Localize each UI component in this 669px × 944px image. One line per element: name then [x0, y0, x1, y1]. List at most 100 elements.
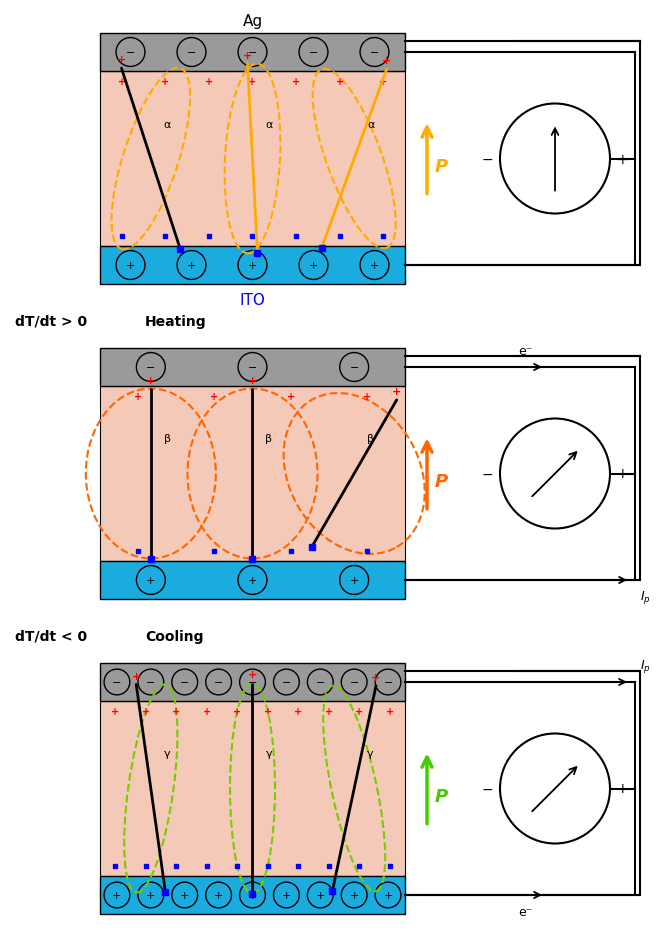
- Circle shape: [238, 251, 267, 280]
- Text: +: +: [146, 890, 155, 900]
- Text: +: +: [233, 706, 242, 716]
- Text: −: −: [180, 677, 189, 687]
- Text: −: −: [214, 677, 223, 687]
- Text: β: β: [164, 434, 171, 444]
- Circle shape: [136, 353, 165, 382]
- Circle shape: [238, 39, 267, 67]
- Circle shape: [307, 669, 333, 695]
- Text: +: +: [205, 76, 213, 87]
- Circle shape: [172, 883, 197, 908]
- Circle shape: [238, 353, 267, 382]
- Bar: [100, 562, 405, 599]
- Circle shape: [172, 669, 197, 695]
- Circle shape: [375, 883, 401, 908]
- Text: +: +: [142, 706, 150, 716]
- Circle shape: [375, 669, 401, 695]
- Text: +: +: [248, 890, 257, 900]
- Circle shape: [116, 39, 145, 67]
- Text: +: +: [617, 152, 629, 166]
- Text: α: α: [266, 119, 273, 129]
- Text: P: P: [435, 159, 448, 177]
- Text: +: +: [248, 576, 257, 585]
- Text: +: +: [172, 706, 181, 716]
- Text: Ag: Ag: [242, 14, 262, 29]
- Circle shape: [299, 39, 328, 67]
- Text: −: −: [482, 467, 493, 481]
- Circle shape: [360, 251, 389, 280]
- Text: γ: γ: [164, 749, 171, 759]
- Bar: [100, 246, 405, 285]
- Text: +: +: [392, 386, 401, 396]
- Text: −: −: [349, 677, 359, 687]
- Text: P: P: [435, 787, 448, 805]
- Text: $I_p$: $I_p$: [640, 588, 651, 605]
- Circle shape: [177, 251, 206, 280]
- Circle shape: [500, 419, 610, 529]
- Text: +: +: [117, 55, 126, 65]
- Text: −: −: [187, 48, 196, 58]
- Text: +: +: [210, 392, 219, 401]
- Circle shape: [240, 883, 266, 908]
- Text: $I_p$: $I_p$: [640, 657, 651, 674]
- Text: +: +: [363, 392, 371, 401]
- Text: −: −: [112, 677, 122, 687]
- Text: +: +: [118, 76, 126, 87]
- Text: +: +: [147, 375, 155, 385]
- Text: −: −: [349, 362, 359, 373]
- Text: +: +: [111, 706, 119, 716]
- Text: ITO: ITO: [240, 293, 266, 308]
- Circle shape: [274, 883, 299, 908]
- Text: −: −: [370, 48, 379, 58]
- Text: +: +: [386, 706, 394, 716]
- Circle shape: [341, 883, 367, 908]
- Circle shape: [274, 669, 299, 695]
- Text: dT/dt > 0: dT/dt > 0: [15, 314, 87, 329]
- Text: +: +: [180, 890, 189, 900]
- Text: +: +: [146, 576, 155, 585]
- Text: +: +: [282, 890, 291, 900]
- Circle shape: [340, 353, 369, 382]
- Bar: [100, 664, 405, 701]
- Text: +: +: [355, 706, 363, 716]
- Circle shape: [138, 669, 164, 695]
- Text: −: −: [248, 677, 257, 687]
- Text: −: −: [482, 782, 493, 796]
- Circle shape: [500, 733, 610, 844]
- Circle shape: [360, 39, 389, 67]
- Circle shape: [340, 566, 369, 595]
- Text: +: +: [248, 670, 257, 680]
- Text: −: −: [282, 677, 291, 687]
- Text: +: +: [248, 261, 257, 271]
- Text: e⁻: e⁻: [518, 905, 532, 918]
- Text: +: +: [336, 76, 344, 87]
- Text: +: +: [248, 375, 257, 385]
- Circle shape: [206, 883, 231, 908]
- Text: +: +: [617, 782, 629, 796]
- Text: +: +: [161, 76, 169, 87]
- Text: +: +: [370, 261, 379, 271]
- Text: −: −: [482, 152, 493, 166]
- Text: −: −: [383, 677, 393, 687]
- Circle shape: [104, 883, 130, 908]
- Text: +: +: [371, 672, 381, 683]
- Text: −: −: [126, 48, 135, 58]
- Text: +: +: [309, 261, 318, 271]
- Circle shape: [206, 669, 231, 695]
- Bar: [100, 34, 405, 72]
- Circle shape: [177, 39, 206, 67]
- Text: dT/dt < 0: dT/dt < 0: [15, 630, 87, 643]
- Text: +: +: [382, 57, 391, 66]
- Circle shape: [307, 883, 333, 908]
- Text: +: +: [214, 890, 223, 900]
- Text: +: +: [349, 576, 359, 585]
- Bar: [100, 387, 405, 562]
- Text: +: +: [112, 890, 122, 900]
- Bar: [100, 876, 405, 914]
- Bar: [100, 72, 405, 246]
- Text: +: +: [243, 51, 252, 60]
- Circle shape: [116, 251, 145, 280]
- Text: Heating: Heating: [145, 314, 207, 329]
- Circle shape: [341, 669, 367, 695]
- Text: −: −: [309, 48, 318, 58]
- Circle shape: [136, 566, 165, 595]
